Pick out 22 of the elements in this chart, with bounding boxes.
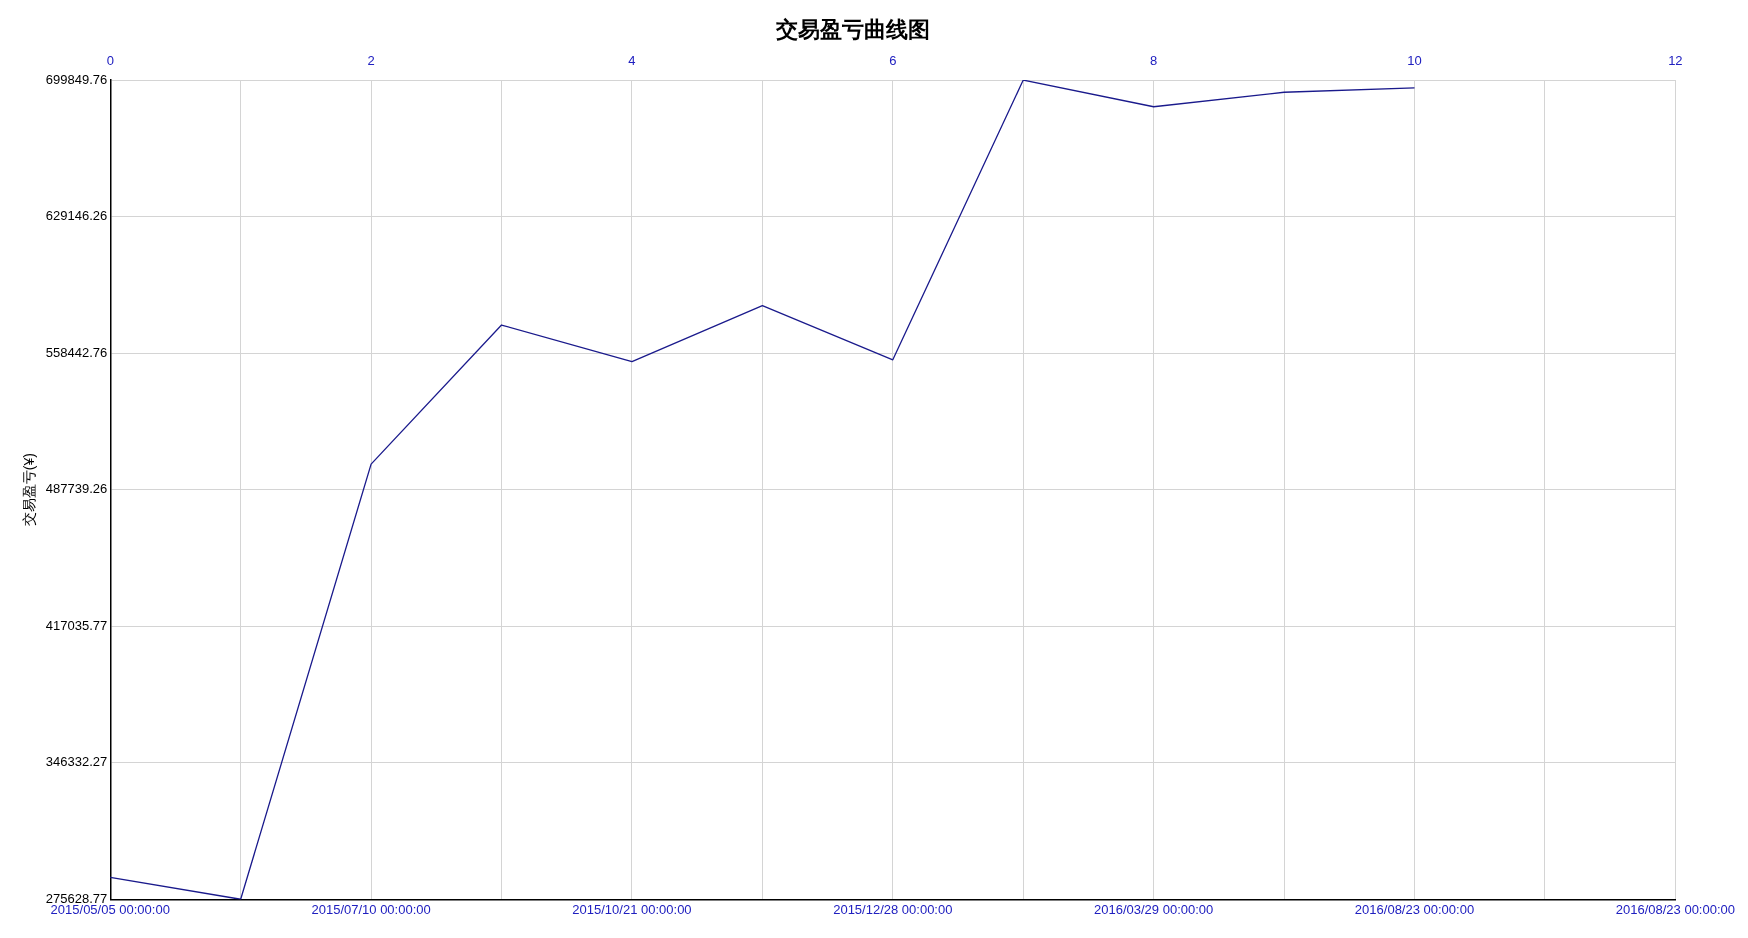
x-tick-label: 2016/08/23 00:00:00 bbox=[1354, 901, 1475, 917]
x-tick-label: 2015/07/10 00:00:00 bbox=[311, 901, 431, 917]
y-tick-label: 699849.76 bbox=[45, 71, 108, 87]
x-tick-label: 2015/10/21 00:00:00 bbox=[572, 901, 692, 917]
y-tick-label: 417035.77 bbox=[45, 617, 108, 633]
y-tick-label: 629146.26 bbox=[45, 208, 108, 224]
x2-tick-label: 0 bbox=[106, 52, 114, 68]
x2-tick-label: 4 bbox=[628, 52, 636, 68]
x2-tick-label: 12 bbox=[1668, 52, 1683, 68]
y-tick-label: 275628.77 bbox=[45, 890, 108, 906]
x2-tick-label: 10 bbox=[1407, 52, 1422, 68]
y-axis-title: 交易盈亏(¥) bbox=[21, 453, 38, 527]
x2-tick-label: 2 bbox=[367, 52, 375, 68]
chart-title: 交易盈亏曲线图 bbox=[775, 16, 930, 42]
y-tick-label: 346332.27 bbox=[45, 754, 108, 770]
y-tick-label: 487739.26 bbox=[45, 481, 108, 497]
x2-tick-label: 6 bbox=[889, 52, 897, 68]
x2-tick-label: 8 bbox=[1150, 52, 1158, 68]
x-tick-label: 2015/12/28 00:00:00 bbox=[833, 901, 953, 917]
x-tick-label: 2016/08/23 00:00:00 bbox=[1615, 901, 1735, 917]
y-tick-label: 558442.76 bbox=[45, 344, 108, 360]
x-tick-label: 2016/03/29 00:00:00 bbox=[1094, 901, 1214, 917]
